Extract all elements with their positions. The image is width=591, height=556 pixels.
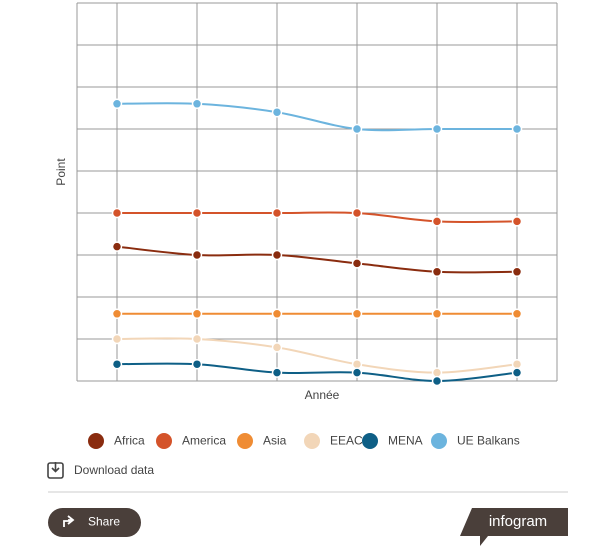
legend-item[interactable]: MENA xyxy=(362,433,423,449)
data-point xyxy=(271,106,283,118)
data-point xyxy=(511,123,523,135)
y-axis-label: Point xyxy=(54,158,68,186)
share-bg xyxy=(48,508,141,537)
legend-label: Africa xyxy=(114,434,145,448)
data-point xyxy=(511,308,523,320)
data-point xyxy=(271,367,283,378)
data-point xyxy=(191,98,203,110)
legend-swatch xyxy=(237,433,253,449)
data-point xyxy=(351,308,363,320)
share-icon xyxy=(63,515,75,527)
legend-label: UE Balkans xyxy=(457,434,520,448)
data-point xyxy=(431,123,443,135)
data-point xyxy=(111,308,123,320)
data-point xyxy=(111,98,123,110)
brand-badge[interactable]: infogram xyxy=(460,508,568,546)
data-point xyxy=(271,308,283,320)
data-point xyxy=(511,216,523,227)
series-line xyxy=(116,102,517,132)
data-point xyxy=(191,207,203,219)
series-line xyxy=(116,362,518,383)
legend-swatch xyxy=(362,433,378,449)
data-point xyxy=(191,358,203,370)
data-point xyxy=(111,358,123,370)
legend-label: MENA xyxy=(388,434,423,448)
legend-label: Asia xyxy=(263,434,287,448)
x-axis-label: Année xyxy=(305,388,340,402)
legend-swatch xyxy=(88,433,104,449)
legend-swatch xyxy=(431,433,447,449)
data-point xyxy=(511,367,523,378)
legend-item[interactable]: Africa xyxy=(88,433,145,449)
series-line xyxy=(116,245,518,274)
legend-swatch xyxy=(304,433,320,449)
download-arrow xyxy=(51,462,60,473)
data-point xyxy=(511,266,523,278)
data-point xyxy=(111,207,123,219)
series-line xyxy=(117,211,518,224)
share-label: Share xyxy=(88,515,120,529)
data-point xyxy=(351,367,363,378)
legend-item[interactable]: EEAC xyxy=(304,433,363,449)
legend-item[interactable]: UE Balkans xyxy=(431,433,520,449)
data-point xyxy=(351,207,363,219)
data-point xyxy=(351,258,363,269)
download[interactable]: Download data xyxy=(47,462,154,479)
data-point xyxy=(271,207,283,219)
data-point xyxy=(431,266,443,278)
data-point xyxy=(351,123,363,135)
data-point xyxy=(271,249,283,261)
data-point xyxy=(271,342,283,353)
data-point xyxy=(191,333,203,345)
legend-item[interactable]: Asia xyxy=(237,433,287,449)
brand-label: infogram xyxy=(489,513,547,530)
series-line xyxy=(116,337,518,374)
data-point xyxy=(191,249,203,261)
data-point xyxy=(111,241,123,252)
legend-item[interactable]: America xyxy=(156,433,226,449)
data-point xyxy=(191,308,203,320)
data-point xyxy=(431,216,443,227)
legend-swatch xyxy=(156,433,172,449)
data-point xyxy=(111,333,123,345)
data-point xyxy=(431,308,443,320)
grid xyxy=(76,2,558,382)
brand-bg xyxy=(460,508,568,546)
share-button[interactable]: Share xyxy=(48,508,141,537)
legend-label: EEAC xyxy=(330,434,363,448)
download-label: Download data xyxy=(74,463,154,477)
legend-label: America xyxy=(182,434,226,448)
data-point xyxy=(431,375,443,387)
